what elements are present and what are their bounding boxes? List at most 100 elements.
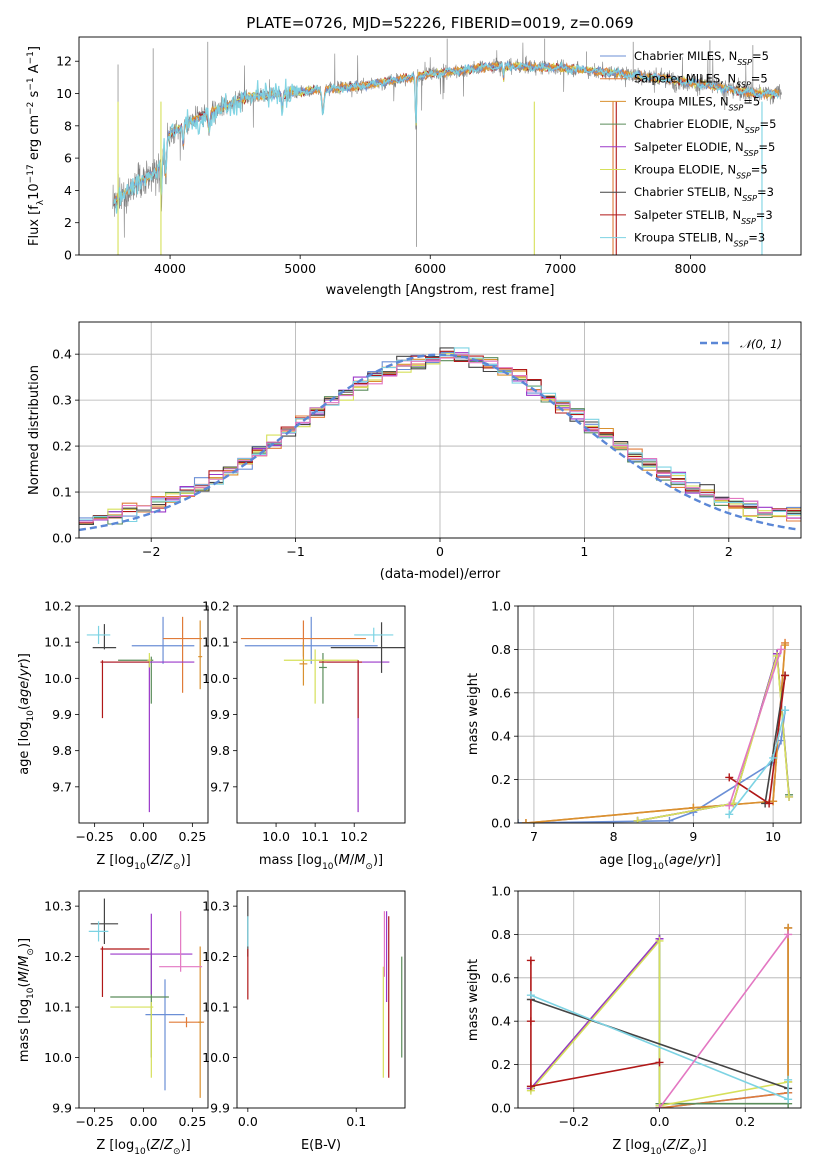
plot-area: [79, 347, 801, 532]
y-tick-label: 10.0: [44, 671, 72, 686]
weight-series-line: [518, 710, 786, 823]
weight-point-marker: [655, 936, 664, 945]
x-tick-label: 9: [689, 829, 697, 844]
histogram-step-line: [79, 347, 801, 523]
axes-frame: [517, 890, 802, 1109]
weight-point-marker: [777, 645, 786, 654]
weight-point-marker: [665, 816, 674, 823]
y-tick-label: 10.0: [202, 1050, 230, 1065]
y-tick-label: 9.7: [210, 779, 230, 794]
x-tick-label: 7000: [544, 261, 576, 276]
weight-point-marker: [633, 816, 642, 823]
y-tick-label: 9.7: [52, 779, 72, 794]
y-tick-label: 0.2: [52, 439, 72, 454]
x-tick-label: 10: [765, 829, 781, 844]
normal-distribution-curve: [79, 353, 799, 532]
error-bar-point: [319, 660, 363, 719]
weight-vs-age-panel: 7 8 9 10 0.0 0.2 0.4 0.6 0.8 1.0 age [log10(age/yr…: [466, 599, 802, 872]
x-tick-label: 0.00: [130, 1114, 158, 1129]
x-tick-label: −2: [142, 544, 160, 559]
x-axis-label: wavelength [Angstrom, rest frame]: [326, 283, 555, 298]
error-bar-point: [100, 946, 150, 997]
weight-point-marker: [521, 819, 530, 823]
weight-series-line: [530, 960, 660, 1088]
x-axis-label: (data-model)/error: [380, 567, 501, 582]
weight-point-marker: [725, 773, 734, 782]
y-tick-label: 10.2: [44, 599, 72, 614]
legend: 𝒩(0, 1): [700, 337, 782, 351]
x-axis-label: Z [log10(Z/Z⊙)]: [96, 1138, 190, 1157]
error-bar-point: [88, 921, 109, 942]
plot-area: [526, 923, 793, 1108]
x-axis-label: age [log10(age/yr)]: [599, 853, 721, 872]
x-tick-label: 10.2: [340, 829, 368, 844]
weight-point-marker: [781, 671, 790, 680]
legend-label: Salpeter ELODIE, NSSP=5: [634, 140, 775, 158]
weight-point-marker: [526, 1017, 535, 1026]
y-tick-label: 0.6: [491, 970, 511, 985]
y-tick-label: 0.4: [52, 347, 72, 362]
x-tick-label: 4000: [154, 261, 186, 276]
weight-point-marker: [781, 641, 790, 650]
x-tick-label: 8: [610, 829, 618, 844]
legend-label: Kroupa MILES, NSSP=5: [634, 94, 760, 112]
axes-frame: [236, 605, 406, 824]
weight-point-marker: [526, 956, 535, 965]
x-tick-label: 2: [725, 544, 733, 559]
y-tick-label: 10.3: [202, 899, 230, 914]
y-tick-label: 10.3: [44, 899, 72, 914]
model-spectrum-line: [113, 60, 779, 214]
x-tick-label: 0.25: [178, 829, 206, 844]
axes-frame: [78, 605, 209, 824]
x-tick-label: −1: [286, 544, 304, 559]
x-tick-label: 0: [436, 544, 444, 559]
plot-area: [247, 896, 403, 1078]
x-tick-label: 5000: [284, 261, 316, 276]
error-bar-point: [330, 622, 405, 673]
plot-area: [240, 616, 405, 813]
x-tick-label: −0.2: [559, 1114, 589, 1129]
y-tick-label: 10.1: [202, 1000, 230, 1015]
y-tick-label: 10.2: [202, 949, 230, 964]
y-tick-label: 9.8: [52, 743, 72, 758]
legend-label: Salpeter STELIB, NSSP=3: [634, 208, 773, 226]
error-bar-point: [90, 898, 119, 944]
y-axis-label: mass [log10(M/M⊙)]: [17, 938, 36, 1062]
age-vs-mass-panel: 10.0 10.1 10.2 9.7 9.8 9.9 10.0 10.1 10.2 mass [l…: [202, 599, 406, 872]
x-axis-label: mass [log10(M/M⊙)]: [259, 853, 383, 872]
weight-point-marker: [725, 810, 734, 819]
weight-point-marker: [655, 1104, 664, 1108]
error-bar-point: [145, 979, 185, 1091]
axes-frame: [78, 36, 802, 256]
legend-label: Chabrier MILES, NSSP=5: [634, 49, 769, 67]
error-bar-point: [110, 1002, 154, 1078]
legend-label: Kroupa ELODIE, NSSP=5: [634, 163, 768, 181]
y-tick-label: 10.1: [202, 635, 230, 650]
legend-label: Kroupa STELIB, NSSP=3: [634, 231, 765, 249]
y-tick-label: 1.0: [491, 599, 511, 614]
y-tick-label: 10: [56, 86, 72, 101]
x-tick-label: 0.0: [650, 1114, 670, 1129]
y-tick-label: 0.2: [491, 1057, 511, 1072]
legend-label: Salpeter MILES, NSSP=5: [634, 72, 768, 90]
y-tick-label: 10.2: [202, 599, 230, 614]
error-bar-point: [159, 911, 203, 972]
error-bar-point: [198, 946, 203, 1098]
x-axis-label: Z [log10(Z/Z⊙)]: [612, 1138, 706, 1157]
weight-series: [725, 671, 790, 808]
weight-series: [655, 930, 793, 1108]
weight-series-line: [658, 933, 789, 1108]
weight-point-marker: [784, 1075, 793, 1084]
y-tick-label: 0.0: [491, 816, 511, 831]
figure-title: PLATE=0726, MJD=52226, FIBERID=0019, z=0…: [246, 14, 633, 32]
y-axis-label: mass weight: [466, 673, 481, 755]
error-bar-point: [100, 660, 150, 719]
weight-point-marker: [526, 991, 535, 1000]
plot-area: [86, 616, 203, 813]
x-tick-label: 10.0: [262, 829, 290, 844]
legend-label: Chabrier ELODIE, NSSP=5: [634, 117, 776, 135]
x-tick-label: 0.0: [238, 1114, 258, 1129]
error-bar-point: [110, 913, 193, 995]
error-bar-point: [86, 625, 111, 644]
error-bar-point: [354, 627, 394, 643]
